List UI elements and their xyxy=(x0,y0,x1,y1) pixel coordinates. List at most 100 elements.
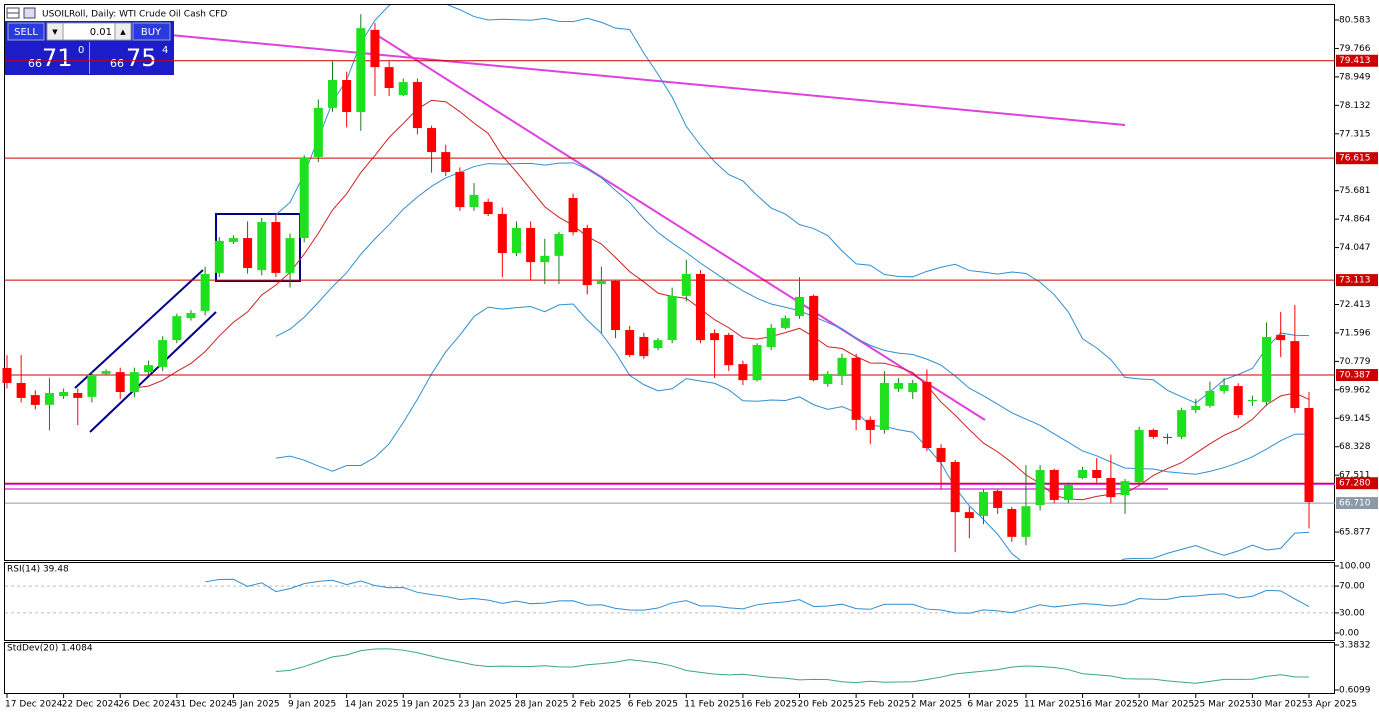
candle-body xyxy=(1049,469,1059,500)
bid-big: 71 xyxy=(42,44,73,72)
candle-body xyxy=(780,318,790,328)
candle-body xyxy=(795,296,805,317)
candle-body xyxy=(922,381,932,449)
candle-body xyxy=(851,357,861,420)
candle-body xyxy=(526,227,536,263)
candle-body xyxy=(16,382,26,398)
ask-sup: 4 xyxy=(162,45,168,56)
candle-body xyxy=(87,374,97,397)
price-level-label: 70.387 xyxy=(1339,371,1371,381)
candle-body xyxy=(271,222,281,273)
x-tick-label: 6 Feb 2025 xyxy=(628,700,678,710)
candle-body xyxy=(1247,400,1257,402)
candle-body xyxy=(823,373,833,384)
candle-body xyxy=(1162,436,1172,438)
x-tick-label: 23 Jan 2025 xyxy=(458,700,512,710)
sell-label: SELL xyxy=(14,27,38,38)
x-tick-label: 16 Mar 2025 xyxy=(1081,700,1138,710)
rsi-pane xyxy=(4,562,1335,641)
price-level-label: 67.280 xyxy=(1339,479,1371,489)
candle-body xyxy=(582,227,592,286)
candle-body xyxy=(1219,385,1229,391)
candle-body xyxy=(427,128,437,153)
y-tick-label: 72.413 xyxy=(1339,300,1371,310)
candle-body xyxy=(979,491,988,516)
bollinger-lower xyxy=(275,303,1310,560)
buy-button[interactable] xyxy=(132,22,171,41)
candle-body xyxy=(257,222,267,271)
candle-body xyxy=(653,340,663,349)
candle-body xyxy=(441,152,451,172)
candle-body xyxy=(129,372,139,392)
candle-body xyxy=(144,365,154,373)
price-level-tag xyxy=(1336,369,1378,382)
rsi-tick-label: 0.00 xyxy=(1339,629,1359,639)
bid-small: 66 xyxy=(28,57,42,70)
candle-body xyxy=(186,312,196,319)
x-tick-label: 6 Mar 2025 xyxy=(967,700,1018,710)
candle-body xyxy=(1262,336,1272,403)
trade-panel: SELL ▼ 0.01 ▲ BUY 66 71 0 66 75 4 xyxy=(5,21,174,75)
x-tick-label: 2 Feb 2025 xyxy=(571,700,621,710)
x-tick-label: 16 Feb 2025 xyxy=(741,700,797,710)
pane-frames xyxy=(4,4,1335,694)
arrow: ▼ xyxy=(52,28,58,36)
rsi-tick-label: 70.00 xyxy=(1339,582,1365,592)
candle-body xyxy=(511,227,521,254)
candle-body xyxy=(483,201,493,215)
y-tick-label: 71.596 xyxy=(1339,328,1371,338)
candle-body xyxy=(738,364,748,381)
y-tick-label: 78.132 xyxy=(1339,101,1371,111)
candle-body xyxy=(356,28,366,113)
rsi-line xyxy=(205,578,1310,614)
lot-up[interactable] xyxy=(114,22,132,41)
candle-body xyxy=(455,171,465,208)
x-tick-label: 19 Jan 2025 xyxy=(401,700,455,710)
sell-button[interactable] xyxy=(7,22,45,41)
candle-body xyxy=(1120,481,1130,496)
rsi-tick-label: 100.00 xyxy=(1339,562,1371,572)
candle-body xyxy=(964,512,974,519)
x-tick-label: 22 Dec 2024 xyxy=(62,700,120,710)
candle-body xyxy=(398,82,408,95)
price-level-label: 79.413 xyxy=(1339,56,1371,66)
candle-body xyxy=(1276,334,1286,341)
y-tick-label: 67.511 xyxy=(1339,471,1371,481)
candle-body xyxy=(158,340,168,367)
candle-body xyxy=(370,29,380,68)
price-level-tag xyxy=(1336,54,1378,67)
x-tick-label: 9 Jan 2025 xyxy=(288,700,336,710)
price-level-tag xyxy=(1336,152,1378,165)
trend-line xyxy=(169,34,1126,126)
candle-body xyxy=(894,382,904,389)
candle-body xyxy=(1134,429,1144,483)
candle-body xyxy=(540,255,550,263)
candle-body xyxy=(285,238,295,273)
candle-body xyxy=(73,393,83,398)
y-tick-label: 70.779 xyxy=(1339,357,1371,367)
candle-body xyxy=(710,333,720,341)
header: USOILRoll, Daily: WTI Crude Oil Cash CFD xyxy=(6,7,227,20)
candle-body xyxy=(1035,469,1045,506)
x-tick-label: 2 Mar 2025 xyxy=(911,700,962,710)
candle-body xyxy=(1205,390,1215,406)
candle-body xyxy=(1290,341,1300,409)
candle-body xyxy=(1078,469,1088,478)
x-tick-label: 3 Apr 2025 xyxy=(1307,700,1357,710)
candle-body xyxy=(1304,408,1314,503)
chart-title: USOILRoll, Daily: WTI Crude Oil Cash CFD xyxy=(42,10,227,20)
x-tick-label: 30 Mar 2025 xyxy=(1250,700,1307,710)
candle-body xyxy=(837,357,847,376)
candle-body xyxy=(1233,386,1243,415)
candle-body xyxy=(936,448,946,462)
y-tick-label: 75.681 xyxy=(1339,186,1371,196)
candle-body xyxy=(1063,484,1073,500)
candle-body xyxy=(101,371,111,374)
candle-body xyxy=(1106,477,1116,498)
candle-body xyxy=(611,280,621,331)
chart-icon xyxy=(23,7,36,19)
candle-body xyxy=(342,80,352,113)
candle-body xyxy=(384,67,394,89)
candle-body xyxy=(44,393,54,405)
